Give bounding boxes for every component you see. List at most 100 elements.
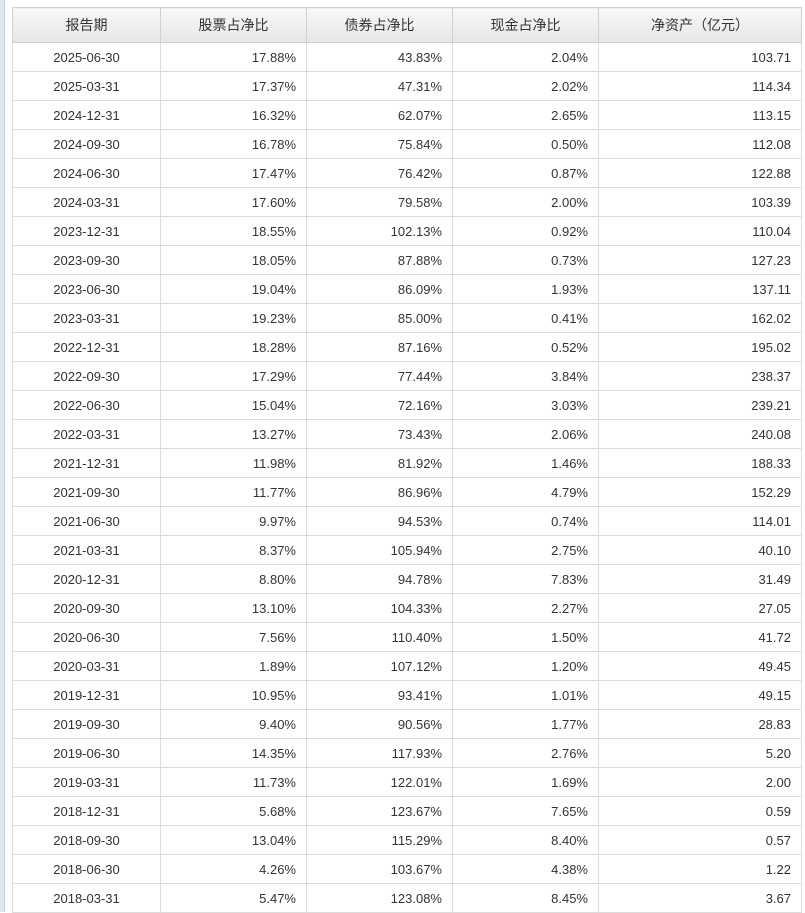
table-row: 2023-09-30 18.05% 87.88% 0.73% 127.23: [12, 245, 802, 275]
cell-bond-ratio: 104.33%: [306, 593, 453, 623]
cell-net-assets: 122.88: [598, 158, 802, 188]
cell-bond-ratio: 94.78%: [306, 564, 453, 594]
cell-bond-ratio: 79.58%: [306, 187, 453, 217]
cell-net-assets: 40.10: [598, 535, 802, 565]
header-cash-ratio: 现金占净比: [452, 7, 599, 43]
cell-cash-ratio: 2.75%: [452, 535, 599, 565]
cell-bond-ratio: 103.67%: [306, 854, 453, 884]
cell-bond-ratio: 102.13%: [306, 216, 453, 246]
cell-net-assets: 152.29: [598, 477, 802, 507]
cell-cash-ratio: 3.84%: [452, 361, 599, 391]
cell-net-assets: 195.02: [598, 332, 802, 362]
cell-stock-ratio: 7.56%: [160, 622, 307, 652]
cell-net-assets: 112.08: [598, 129, 802, 159]
table-row: 2018-09-30 13.04% 115.29% 8.40% 0.57: [12, 825, 802, 855]
cell-bond-ratio: 87.16%: [306, 332, 453, 362]
cell-stock-ratio: 17.60%: [160, 187, 307, 217]
cell-cash-ratio: 0.73%: [452, 245, 599, 275]
cell-report-date: 2020-06-30: [12, 622, 161, 652]
cell-bond-ratio: 86.09%: [306, 274, 453, 304]
cell-cash-ratio: 1.50%: [452, 622, 599, 652]
asset-allocation-table-container: 报告期 股票占净比 债券占净比 现金占净比 净资产（亿元） 2025-06-30…: [12, 7, 802, 913]
cell-cash-ratio: 0.50%: [452, 129, 599, 159]
cell-report-date: 2023-06-30: [12, 274, 161, 304]
cell-bond-ratio: 105.94%: [306, 535, 453, 565]
header-stock-ratio: 股票占净比: [160, 7, 307, 43]
cell-stock-ratio: 19.04%: [160, 274, 307, 304]
cell-stock-ratio: 11.98%: [160, 448, 307, 478]
cell-net-assets: 113.15: [598, 100, 802, 130]
cell-stock-ratio: 13.10%: [160, 593, 307, 623]
table-row: 2022-06-30 15.04% 72.16% 3.03% 239.21: [12, 390, 802, 420]
cell-bond-ratio: 122.01%: [306, 767, 453, 797]
cell-cash-ratio: 2.27%: [452, 593, 599, 623]
cell-net-assets: 0.59: [598, 796, 802, 826]
cell-net-assets: 49.15: [598, 680, 802, 710]
page-left-border: [0, 0, 5, 912]
cell-cash-ratio: 2.06%: [452, 419, 599, 449]
cell-bond-ratio: 75.84%: [306, 129, 453, 159]
cell-net-assets: 103.71: [598, 42, 802, 72]
table-row: 2022-12-31 18.28% 87.16% 0.52% 195.02: [12, 332, 802, 362]
table-row: 2023-03-31 19.23% 85.00% 0.41% 162.02: [12, 303, 802, 333]
cell-bond-ratio: 62.07%: [306, 100, 453, 130]
cell-cash-ratio: 7.65%: [452, 796, 599, 826]
cell-cash-ratio: 0.92%: [452, 216, 599, 246]
cell-stock-ratio: 1.89%: [160, 651, 307, 681]
cell-stock-ratio: 14.35%: [160, 738, 307, 768]
cell-stock-ratio: 15.04%: [160, 390, 307, 420]
cell-stock-ratio: 19.23%: [160, 303, 307, 333]
cell-net-assets: 0.57: [598, 825, 802, 855]
cell-bond-ratio: 123.67%: [306, 796, 453, 826]
table-row: 2025-03-31 17.37% 47.31% 2.02% 114.34: [12, 71, 802, 101]
cell-report-date: 2018-03-31: [12, 883, 161, 913]
cell-net-assets: 31.49: [598, 564, 802, 594]
cell-bond-ratio: 43.83%: [306, 42, 453, 72]
cell-stock-ratio: 11.73%: [160, 767, 307, 797]
table-row: 2018-03-31 5.47% 123.08% 8.45% 3.67: [12, 883, 802, 913]
cell-report-date: 2023-12-31: [12, 216, 161, 246]
table-row: 2021-03-31 8.37% 105.94% 2.75% 40.10: [12, 535, 802, 565]
cell-net-assets: 114.01: [598, 506, 802, 536]
header-bond-ratio: 债券占净比: [306, 7, 453, 43]
table-row: 2020-06-30 7.56% 110.40% 1.50% 41.72: [12, 622, 802, 652]
table-row: 2024-06-30 17.47% 76.42% 0.87% 122.88: [12, 158, 802, 188]
table-row: 2021-06-30 9.97% 94.53% 0.74% 114.01: [12, 506, 802, 536]
cell-cash-ratio: 1.93%: [452, 274, 599, 304]
cell-report-date: 2021-09-30: [12, 477, 161, 507]
cell-cash-ratio: 3.03%: [452, 390, 599, 420]
cell-cash-ratio: 0.87%: [452, 158, 599, 188]
cell-report-date: 2023-09-30: [12, 245, 161, 275]
cell-cash-ratio: 1.46%: [452, 448, 599, 478]
table-row: 2018-06-30 4.26% 103.67% 4.38% 1.22: [12, 854, 802, 884]
cell-stock-ratio: 18.55%: [160, 216, 307, 246]
table-row: 2023-06-30 19.04% 86.09% 1.93% 137.11: [12, 274, 802, 304]
cell-bond-ratio: 87.88%: [306, 245, 453, 275]
table-row: 2023-12-31 18.55% 102.13% 0.92% 110.04: [12, 216, 802, 246]
cell-net-assets: 3.67: [598, 883, 802, 913]
table-row: 2020-09-30 13.10% 104.33% 2.27% 27.05: [12, 593, 802, 623]
cell-bond-ratio: 110.40%: [306, 622, 453, 652]
cell-net-assets: 41.72: [598, 622, 802, 652]
cell-stock-ratio: 16.78%: [160, 129, 307, 159]
cell-net-assets: 239.21: [598, 390, 802, 420]
cell-bond-ratio: 117.93%: [306, 738, 453, 768]
cell-bond-ratio: 72.16%: [306, 390, 453, 420]
cell-stock-ratio: 10.95%: [160, 680, 307, 710]
cell-stock-ratio: 8.37%: [160, 535, 307, 565]
cell-bond-ratio: 77.44%: [306, 361, 453, 391]
cell-stock-ratio: 4.26%: [160, 854, 307, 884]
cell-bond-ratio: 73.43%: [306, 419, 453, 449]
cell-cash-ratio: 7.83%: [452, 564, 599, 594]
cell-net-assets: 137.11: [598, 274, 802, 304]
table-header-row: 报告期 股票占净比 债券占净比 现金占净比 净资产（亿元）: [12, 7, 802, 43]
cell-bond-ratio: 94.53%: [306, 506, 453, 536]
cell-cash-ratio: 0.52%: [452, 332, 599, 362]
cell-net-assets: 27.05: [598, 593, 802, 623]
cell-report-date: 2019-06-30: [12, 738, 161, 768]
cell-bond-ratio: 76.42%: [306, 158, 453, 188]
cell-stock-ratio: 5.47%: [160, 883, 307, 913]
cell-report-date: 2021-06-30: [12, 506, 161, 536]
cell-cash-ratio: 0.74%: [452, 506, 599, 536]
table-row: 2019-06-30 14.35% 117.93% 2.76% 5.20: [12, 738, 802, 768]
